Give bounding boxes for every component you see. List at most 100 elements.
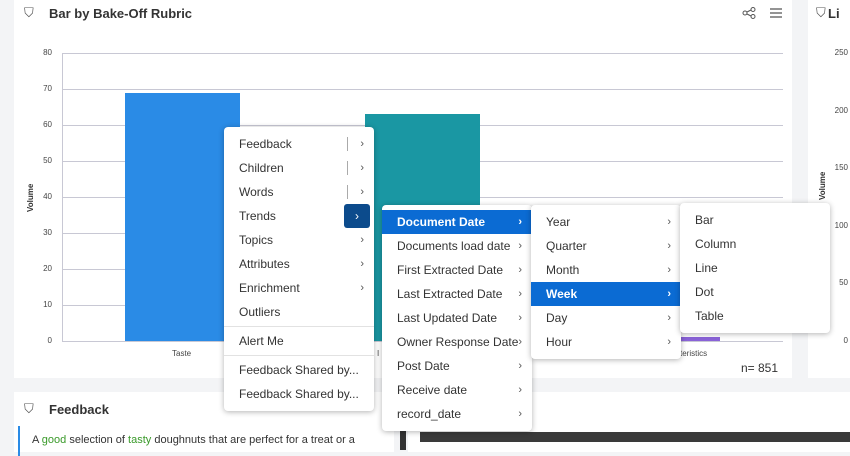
- menu-item[interactable]: record_date ›: [382, 402, 532, 426]
- y-tick-label: 10: [43, 300, 52, 309]
- x-tick-label: I: [377, 349, 380, 358]
- scrollbar[interactable]: [400, 430, 406, 450]
- menu-item[interactable]: Dot: [680, 280, 830, 304]
- gridline: [62, 53, 783, 54]
- menu-item[interactable]: First Extracted Date ›: [382, 258, 532, 282]
- menu-item-label: Month: [546, 263, 580, 277]
- menu-item[interactable]: Hour ›: [531, 330, 681, 354]
- bar[interactable]: [125, 92, 240, 341]
- menu-item-label: Bar: [695, 213, 714, 227]
- hamburger-icon[interactable]: [770, 8, 782, 18]
- menu-item[interactable]: Last Extracted Date ›: [382, 282, 532, 306]
- menu-item[interactable]: Trends ›: [224, 204, 374, 228]
- menu-item-label: Owner Response Date: [397, 335, 519, 349]
- menu-item[interactable]: Table: [680, 304, 830, 328]
- menu-item-label: Documents load date: [397, 239, 511, 253]
- menu-item-label: Feedback: [239, 137, 292, 151]
- y-tick-label: 40: [43, 192, 52, 201]
- menu-item[interactable]: Receive date ›: [382, 378, 532, 402]
- menu-item[interactable]: Quarter ›: [531, 234, 681, 258]
- menu-item[interactable]: Line: [680, 256, 830, 280]
- chevron-right-icon: ›: [518, 216, 522, 228]
- chevron-right-icon: ›: [360, 282, 364, 294]
- context-menu: Feedback › Children › Words › Trends › Topics › At…: [224, 127, 374, 411]
- chart-type-menu: Bar Column Line Dot Table: [680, 203, 830, 333]
- menu-item[interactable]: Year ›: [531, 210, 681, 234]
- menu-item[interactable]: Day ›: [531, 306, 681, 330]
- y-axis-label: Volume: [26, 183, 35, 212]
- menu-item[interactable]: Alert Me: [224, 329, 374, 353]
- y-axis-label: Volume: [818, 171, 827, 200]
- menu-item-label: Last Updated Date: [397, 311, 498, 325]
- menu-item-label: Words: [239, 185, 274, 199]
- menu-item-label: Hour: [546, 335, 573, 349]
- menu-item[interactable]: Column: [680, 232, 830, 256]
- funnel-icon[interactable]: ⛉: [24, 5, 34, 20]
- menu-item-label: Document Date: [397, 215, 486, 229]
- chevron-right-icon: ›: [518, 240, 522, 252]
- menu-item[interactable]: Feedback Shared by...: [224, 382, 374, 406]
- menu-item-label: Topics: [239, 233, 274, 247]
- menu-item-label: Trends: [239, 209, 276, 223]
- menu-item-label: Enrichment: [239, 281, 300, 295]
- chevron-right-icon: ›: [360, 138, 364, 150]
- y-tick-label: 0: [843, 335, 848, 345]
- chevron-right-icon: ›: [518, 288, 522, 300]
- menu-item[interactable]: Bar: [680, 208, 830, 232]
- y-tick-label: 20: [43, 264, 52, 273]
- chevron-right-icon: ›: [518, 360, 522, 372]
- menu-item[interactable]: Outliers: [224, 300, 374, 324]
- chevron-right-icon: ›: [360, 234, 364, 246]
- menu-item-label: Children: [239, 161, 284, 175]
- panel-title: Li: [828, 6, 840, 21]
- chevron-right-icon: ›: [518, 312, 522, 324]
- chevron-right-icon: ›: [518, 264, 522, 276]
- y-tick-label: 50: [43, 156, 52, 165]
- chevron-right-icon: ›: [360, 186, 364, 198]
- gridline: [62, 89, 783, 90]
- menu-item-label: Last Extracted Date: [397, 287, 503, 301]
- menu-item-label: Receive date: [397, 383, 468, 397]
- panel-title: Bar by Bake-Off Rubric: [49, 6, 193, 21]
- menu-item[interactable]: Feedback Shared by...: [224, 358, 374, 382]
- funnel-icon[interactable]: ⛉: [24, 401, 34, 416]
- date-field-menu: Document Date › Documents load date › First …: [382, 205, 532, 431]
- menu-item-label: Attributes: [239, 257, 290, 271]
- chevron-right-icon[interactable]: ›: [344, 204, 370, 228]
- menu-item[interactable]: Documents load date ›: [382, 234, 532, 258]
- menu-item[interactable]: Words ›: [224, 180, 374, 204]
- y-tick-label: 150: [834, 163, 848, 172]
- y-tick-label: 60: [43, 120, 52, 129]
- y-tick-label: 100: [834, 220, 848, 230]
- menu-item[interactable]: Attributes ›: [224, 252, 374, 276]
- menu-item[interactable]: Week ›: [531, 282, 681, 306]
- chevron-right-icon: ›: [667, 240, 671, 252]
- menu-item[interactable]: Owner Response Date ›: [382, 330, 532, 354]
- menu-item-label: First Extracted Date: [397, 263, 504, 277]
- menu-item-label: Week: [546, 287, 578, 301]
- chevron-right-icon: ›: [667, 216, 671, 228]
- menu-item[interactable]: Month ›: [531, 258, 681, 282]
- menu-item-label: Post Date: [397, 359, 450, 373]
- panel-title: Feedback: [49, 402, 109, 417]
- x-tick-label: Taste: [172, 349, 192, 358]
- menu-item-label: Quarter: [546, 239, 587, 253]
- x-tick-label: teristics: [680, 349, 708, 358]
- y-tick-label: 70: [43, 84, 52, 93]
- menu-item-label: Dot: [695, 285, 714, 299]
- menu-item[interactable]: Document Date ›: [382, 210, 532, 234]
- feedback-snippet[interactable]: A good selection of tasty doughnuts that…: [32, 434, 355, 446]
- menu-item[interactable]: Children ›: [224, 156, 374, 180]
- menu-item[interactable]: Topics ›: [224, 228, 374, 252]
- menu-item-label: Alert Me: [239, 334, 284, 348]
- y-tick-label: 50: [839, 278, 848, 287]
- menu-item-label: Table: [695, 309, 724, 323]
- menu-item[interactable]: Feedback ›: [224, 132, 374, 156]
- menu-item[interactable]: Last Updated Date ›: [382, 306, 532, 330]
- share-icon[interactable]: [742, 7, 756, 19]
- menu-item[interactable]: Enrichment ›: [224, 276, 374, 300]
- menu-item-label: Feedback Shared by...: [239, 363, 359, 377]
- menu-item-label: Feedback Shared by...: [239, 387, 359, 401]
- funnel-icon[interactable]: ⛉: [816, 5, 826, 20]
- menu-item[interactable]: Post Date ›: [382, 354, 532, 378]
